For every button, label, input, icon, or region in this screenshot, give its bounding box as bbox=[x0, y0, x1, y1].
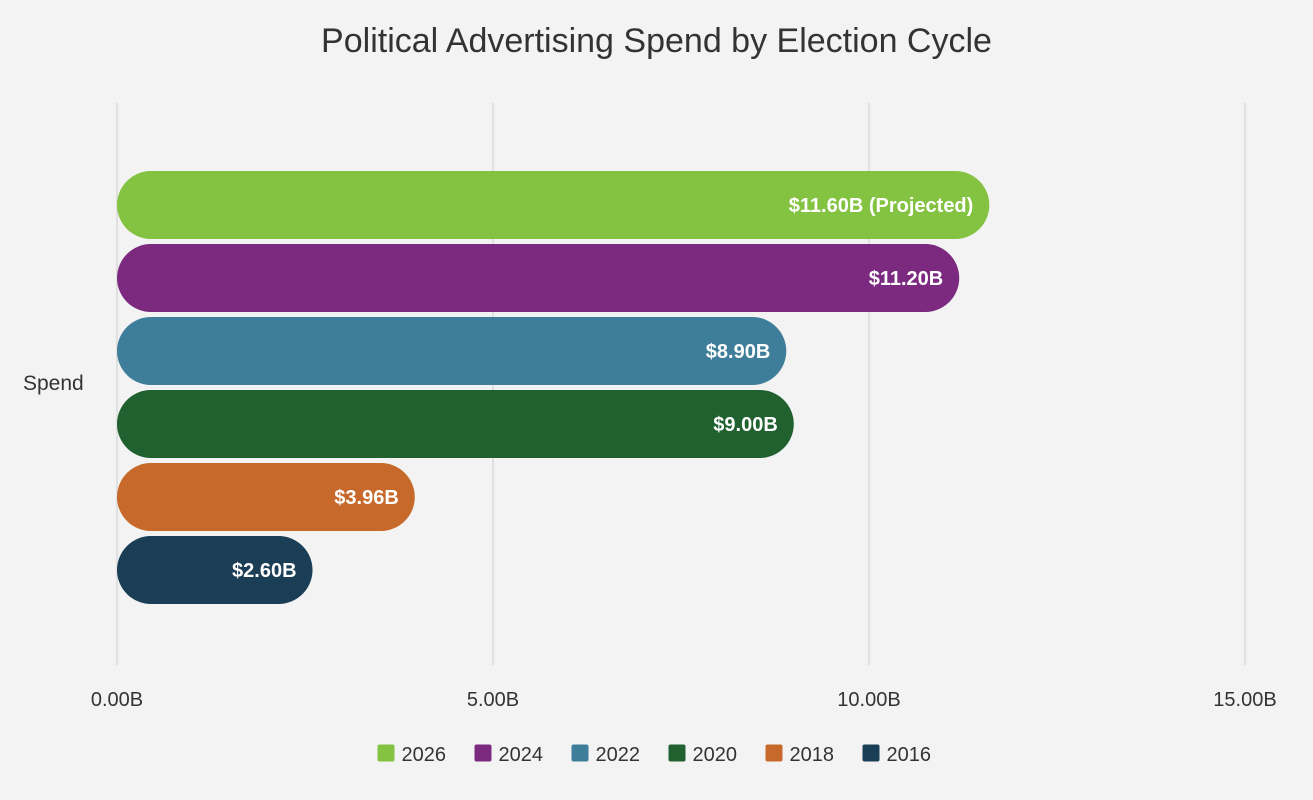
legend-swatch bbox=[571, 744, 589, 762]
bar-2024[interactable] bbox=[117, 244, 960, 312]
bar-group-2020: $9.00B bbox=[117, 390, 794, 458]
bar-group-2024: $11.20B bbox=[117, 244, 960, 312]
legend-label: 2018 bbox=[790, 744, 835, 766]
legend: 2026 2024 2022 2020 2018 2016 bbox=[377, 744, 932, 766]
bar-value-label: $3.96B bbox=[334, 487, 399, 509]
legend-label: 2026 bbox=[402, 744, 447, 766]
legend-label: 2016 bbox=[887, 744, 932, 766]
legend-swatch bbox=[668, 744, 686, 762]
bar-group-2018: $3.96B bbox=[117, 463, 415, 531]
x-tick-label: 15.00B bbox=[1213, 689, 1276, 711]
bar-2020[interactable] bbox=[117, 390, 794, 458]
chart-title: Political Advertising Spend by Election … bbox=[321, 22, 992, 60]
legend-swatch bbox=[474, 744, 492, 762]
bar-group-2016: $2.60B bbox=[117, 536, 313, 604]
bar-group-2026: $11.60B (Projected) bbox=[117, 171, 990, 239]
bar-2016[interactable] bbox=[117, 536, 313, 604]
bar-2022[interactable] bbox=[117, 317, 787, 385]
x-tick-label: 0.00B bbox=[91, 689, 143, 711]
legend-item-2016[interactable]: 2016 bbox=[862, 744, 932, 766]
x-tick-label: 10.00B bbox=[837, 689, 900, 711]
legend-item-2026[interactable]: 2026 bbox=[377, 744, 447, 766]
bar-2018[interactable] bbox=[117, 463, 415, 531]
legend-item-2024[interactable]: 2024 bbox=[474, 744, 544, 766]
legend-label: 2022 bbox=[596, 744, 641, 766]
legend-item-2018[interactable]: 2018 bbox=[765, 744, 835, 766]
bar-value-label: $11.20B bbox=[869, 268, 944, 290]
bar-value-label: $2.60B bbox=[232, 560, 297, 582]
bar-group-2022: $8.90B bbox=[117, 317, 787, 385]
legend-item-2022[interactable]: 2022 bbox=[571, 744, 641, 766]
legend-item-2020[interactable]: 2020 bbox=[668, 744, 738, 766]
bar-2026[interactable] bbox=[117, 171, 990, 239]
legend-swatch bbox=[862, 744, 880, 762]
bar-value-label: $11.60B (Projected) bbox=[789, 195, 974, 217]
x-tick-label: 5.00B bbox=[467, 689, 519, 711]
bar-value-label: $9.00B bbox=[713, 414, 778, 436]
legend-label: 2020 bbox=[693, 744, 738, 766]
legend-swatch bbox=[765, 744, 783, 762]
legend-label: 2024 bbox=[499, 744, 544, 766]
legend-swatch bbox=[377, 744, 395, 762]
bar-value-label: $8.90B bbox=[706, 341, 771, 363]
category-label: Spend bbox=[23, 372, 84, 395]
